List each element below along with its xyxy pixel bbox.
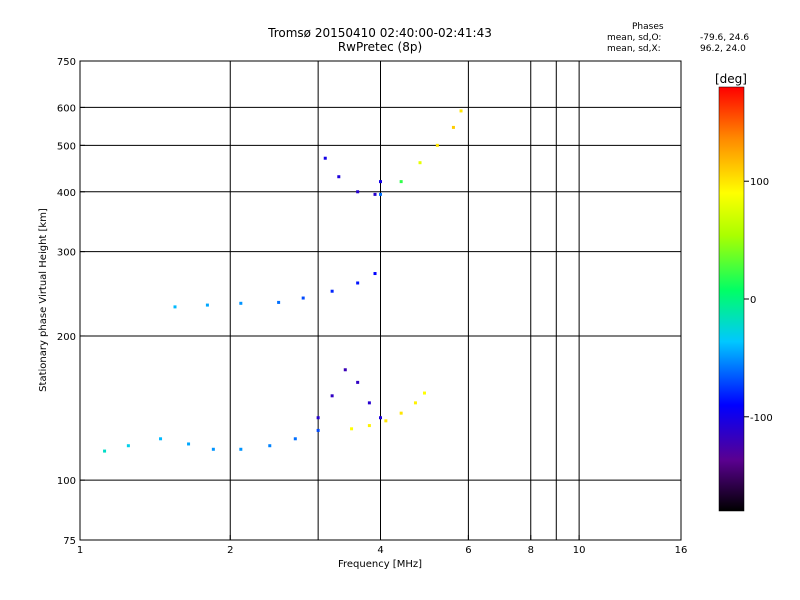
phases-x-label: mean, sd,X: [607, 44, 661, 54]
data-point [413, 401, 417, 405]
data-point [277, 300, 281, 304]
data-point [316, 416, 320, 420]
data-point [379, 192, 382, 196]
data-point [330, 394, 334, 398]
data-point [418, 161, 422, 165]
data-point [301, 296, 305, 300]
data-point [356, 380, 360, 384]
data-point [435, 143, 439, 147]
y-tick-label: 300 [57, 248, 76, 259]
colorbar-tick-label: -100 [750, 413, 773, 424]
data-point [293, 437, 297, 441]
x-tick-label: 4 [377, 545, 383, 556]
y-axis-label: Stationary phase Virtual Height [km] [38, 208, 49, 392]
y-tick-label: 75 [63, 536, 76, 547]
data-point [459, 109, 463, 113]
data-point [356, 190, 360, 194]
phases-x-value: 96.2, 24.0 [700, 44, 746, 54]
data-point [330, 289, 334, 293]
phases-o-label: mean, sd,O: [607, 33, 662, 43]
data-point [239, 301, 243, 305]
series-E-low [103, 428, 320, 453]
data-point [159, 437, 163, 441]
series-X-lower [350, 391, 426, 431]
colorbar-label: [deg] [715, 72, 747, 86]
chart-subtitle: RwPretec (8p) [337, 40, 423, 54]
y-tick-label: 600 [57, 103, 76, 114]
phases-o-value: -79.6, 24.6 [700, 33, 750, 43]
data-point [173, 305, 177, 309]
data-point [373, 272, 377, 276]
x-tick-label: 2 [227, 545, 233, 556]
data-point [205, 303, 209, 307]
data-point [399, 180, 403, 184]
data-point [399, 411, 403, 415]
data-point [323, 156, 327, 160]
data-point [379, 416, 382, 420]
data-point [384, 419, 388, 423]
series-F2-X [379, 109, 463, 196]
data-point [422, 391, 426, 395]
data-point [356, 281, 360, 285]
data-point [103, 449, 107, 453]
x-tick-label: 1 [77, 545, 83, 556]
colorbar [718, 86, 745, 512]
x-axis-label: Frequency [MHz] [338, 559, 422, 570]
chart-title: Tromsø 20150410 02:40:00-02:41:43 [268, 26, 492, 40]
data-point [451, 125, 455, 129]
data-point [239, 447, 243, 451]
x-tick-label: 8 [528, 545, 534, 556]
data-point [211, 447, 215, 451]
data-point [187, 442, 191, 446]
x-tick-label: 10 [573, 545, 586, 556]
y-tick-label: 200 [57, 332, 76, 343]
series-F1 [173, 272, 377, 309]
data-point [350, 427, 354, 431]
phases-heading: Phases [632, 22, 664, 32]
series-F2-O [323, 156, 382, 196]
data-point [337, 175, 341, 179]
data-point [268, 444, 272, 448]
x-tick-label: 16 [675, 545, 688, 556]
y-tick-label: 100 [57, 476, 76, 487]
y-tick-label: 500 [57, 141, 76, 152]
data-point [367, 424, 371, 428]
y-tick-label: 400 [57, 188, 76, 199]
x-tick-label: 6 [465, 545, 471, 556]
data-point [379, 180, 382, 184]
data-point [367, 401, 371, 405]
data-point [373, 192, 377, 196]
data-point [126, 444, 130, 448]
y-tick-label: 750 [57, 57, 76, 68]
data-point [343, 368, 347, 372]
data-point [316, 428, 320, 432]
colorbar-tick-label: 0 [750, 295, 756, 306]
colorbar-tick-label: 100 [750, 177, 769, 188]
series-O-lower [316, 368, 382, 420]
